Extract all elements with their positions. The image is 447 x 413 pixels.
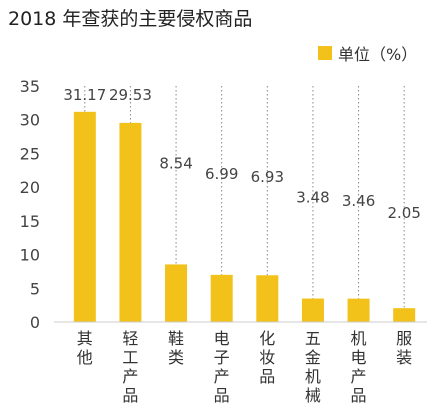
x-tick-char: 品 — [122, 386, 138, 405]
x-tick-char: 化 — [259, 329, 275, 348]
data-label: 29.53 — [109, 86, 152, 104]
x-tick-char: 轻 — [122, 329, 138, 348]
x-tick-char: 产 — [214, 367, 230, 386]
y-tick-label: 0 — [30, 313, 40, 332]
y-tick-label: 30 — [20, 111, 40, 130]
x-tick-char: 妆 — [259, 348, 275, 367]
y-axis: 0 5 10 15 20 25 30 35 — [20, 77, 40, 332]
y-tick-label: 20 — [20, 178, 40, 197]
data-label: 6.93 — [251, 168, 284, 186]
x-tick-char: 装 — [396, 348, 412, 367]
x-tick-char: 类 — [168, 348, 184, 367]
x-tick-char: 五 — [305, 329, 321, 348]
bar — [165, 264, 188, 322]
x-tick-char: 工 — [122, 348, 138, 367]
data-label: 31.17 — [63, 86, 106, 104]
data-label: 8.54 — [159, 154, 192, 172]
bars — [73, 111, 416, 323]
x-tick-label: 化妆品 — [259, 329, 275, 386]
x-tick-char: 品 — [351, 386, 367, 405]
x-tick-char: 服 — [396, 329, 412, 348]
bar — [393, 308, 416, 322]
legend-label: 单位（%） — [338, 45, 418, 64]
legend-swatch — [318, 46, 332, 60]
bar — [119, 122, 142, 323]
x-tick-label: 鞋类 — [168, 329, 184, 367]
x-tick-char: 机 — [351, 329, 367, 348]
y-tick-label: 25 — [20, 144, 40, 163]
bar — [347, 298, 370, 322]
data-labels: 31.17 29.53 8.54 6.99 6.93 3.48 3.46 2.05 — [63, 86, 421, 222]
data-label: 3.48 — [296, 189, 329, 207]
x-tick-char: 产 — [122, 367, 138, 386]
legend: 单位（%） — [318, 41, 417, 65]
data-label: 6.99 — [205, 165, 238, 183]
bar — [301, 298, 324, 322]
x-tick-char: 机 — [305, 367, 321, 386]
data-label: 3.46 — [342, 192, 375, 210]
x-tick-char: 产 — [351, 367, 367, 386]
y-tick-label: 35 — [20, 77, 40, 96]
y-tick-label: 15 — [20, 212, 40, 231]
x-tick-char: 电 — [351, 348, 367, 367]
x-tick-char: 械 — [305, 386, 321, 405]
bar — [210, 274, 233, 322]
y-tick-label: 10 — [20, 246, 40, 265]
x-tick-char: 子 — [214, 348, 230, 367]
x-tick-char: 电 — [214, 329, 230, 348]
x-tick-label: 其他 — [77, 329, 93, 367]
x-tick-char: 品 — [259, 367, 275, 386]
x-tick-label: 服装 — [396, 329, 412, 367]
leader-lines — [84, 86, 405, 309]
x-tick-char: 金 — [305, 348, 321, 367]
bar — [256, 275, 279, 322]
bar — [73, 111, 96, 323]
x-tick-char: 品 — [214, 386, 230, 405]
data-label: 2.05 — [387, 204, 420, 222]
y-tick-label: 5 — [30, 279, 40, 298]
x-tick-char: 他 — [77, 348, 93, 367]
x-tick-char: 鞋 — [168, 329, 184, 348]
chart-title: 2018 年查获的主要侵权商品 — [8, 8, 253, 30]
x-tick-char: 其 — [77, 329, 93, 348]
